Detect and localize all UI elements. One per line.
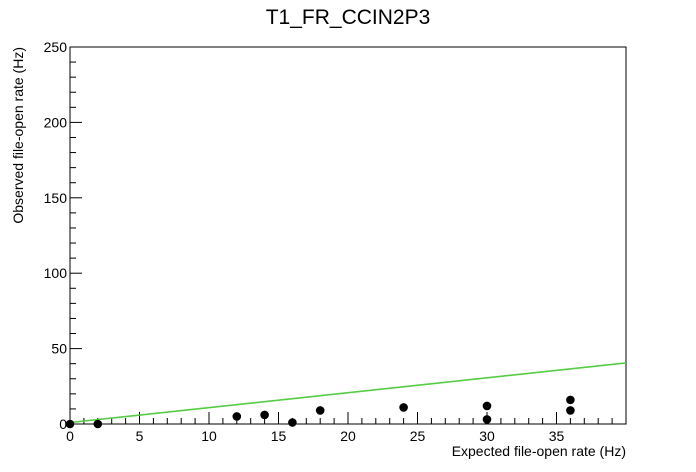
x-tick-label: 0 (66, 428, 74, 444)
fit-line (69, 362, 627, 424)
plot-frame (69, 46, 627, 425)
x-tick-label: 35 (549, 428, 565, 444)
data-point (93, 419, 103, 429)
y-tick-label: 50 (51, 341, 67, 357)
data-point (566, 406, 575, 415)
x-axis: 0 5 10 15 20 25 30 35 (66, 412, 627, 444)
data-point (482, 415, 492, 424)
y-axis-title: Observed file-open rate (Hz) (10, 47, 26, 224)
chart-title: T1_FR_CCIN2P3 (266, 6, 431, 29)
data-point (399, 403, 408, 412)
data-point (566, 395, 575, 405)
y-tick-label: 200 (44, 114, 68, 130)
data-point (482, 401, 492, 411)
data-point (65, 419, 75, 429)
x-tick-label: 15 (271, 428, 287, 444)
data-point (260, 410, 269, 420)
x-axis-title: Expected file-open rate (Hz) (452, 443, 626, 459)
fit-line-layer (69, 362, 627, 424)
y-tick-label: 250 (44, 39, 68, 55)
x-tick-label: 5 (136, 428, 144, 444)
y-tick-label: 150 (44, 190, 68, 206)
data-point (288, 418, 297, 427)
y-tick-label: 0 (59, 416, 67, 432)
data-points (65, 395, 575, 429)
x-tick-label: 20 (340, 428, 356, 444)
x-tick-label: 30 (479, 428, 495, 444)
data-point (315, 406, 325, 415)
y-tick-label: 100 (44, 265, 68, 281)
x-tick-label: 25 (410, 428, 426, 444)
x-tick-label: 10 (201, 428, 217, 444)
y-axis: 0 50 100 150 200 250 (44, 39, 82, 432)
data-point (232, 412, 242, 421)
